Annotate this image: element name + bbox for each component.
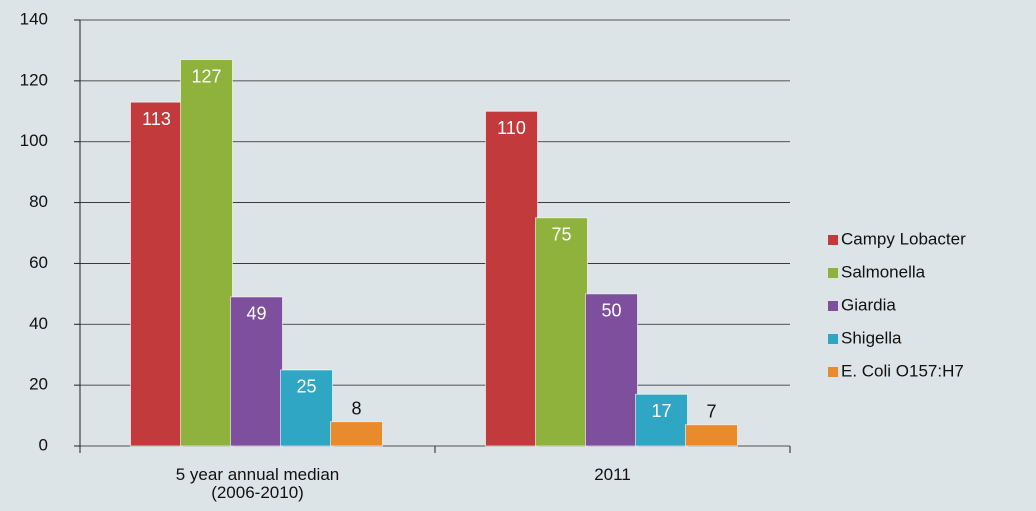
x-tick-label: 5 year annual median (2006-2010) [176,465,340,502]
bar [180,59,233,447]
x-tick-label: 2011 [594,465,631,484]
legend-label: Giardia [841,295,896,314]
value-label: 25 [296,377,316,397]
value-label: 113 [142,109,171,129]
value-label: 110 [497,118,526,138]
y-tick-label: 40 [29,314,48,333]
legend-label: Campy Lobacter [841,229,966,248]
legend-swatch [828,268,838,278]
bar [585,293,638,447]
x-tick-label-line: (2006-2010) [211,483,304,502]
x-tick-label-line: 2011 [594,465,631,484]
bar [230,296,283,447]
value-label: 7 [706,401,716,421]
y-tick-label: 0 [39,435,48,454]
y-tick-label: 140 [20,9,48,28]
y-tick-label: 20 [29,375,48,394]
legend-label: Shigella [841,328,902,347]
bar [130,101,183,447]
legend-label: E. Coli O157:H7 [841,361,964,380]
bar [685,424,738,447]
value-label: 50 [601,301,621,321]
legend-swatch [828,301,838,311]
y-tick-label: 60 [29,253,48,272]
value-label: 49 [246,304,266,324]
legend-swatch [828,367,838,377]
legend-swatch [828,334,838,344]
bar [485,110,538,447]
value-label: 127 [191,66,221,86]
bar [330,421,383,447]
bar [535,217,588,447]
y-tick-label: 100 [20,131,48,150]
value-label: 17 [651,401,671,421]
x-tick-label-line: 5 year annual median [176,465,340,484]
bar [635,393,688,447]
value-label: 75 [551,225,571,245]
legend-label: Salmonella [841,262,926,281]
y-tick-label: 120 [20,70,48,89]
bar [280,369,333,447]
y-tick-label: 80 [29,192,48,211]
value-label: 8 [351,398,361,418]
legend-swatch [828,235,838,245]
